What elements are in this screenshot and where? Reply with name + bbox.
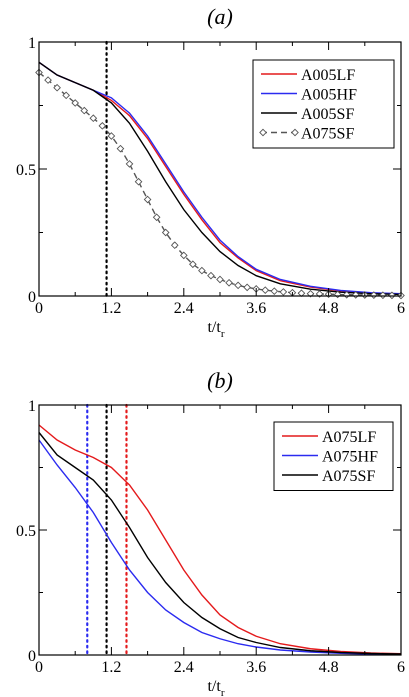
data-point-marker	[170, 241, 179, 250]
x-axis-label-main: t/t	[207, 319, 221, 336]
data-point-marker	[62, 91, 70, 100]
data-point-marker	[107, 132, 116, 140]
x-axis-label-main: t/t	[207, 678, 221, 695]
data-point-marker	[152, 213, 161, 222]
y-tick-label: 0.5	[16, 162, 36, 179]
x-tick-label: 0	[35, 300, 43, 317]
series-line-a075sf	[38, 432, 402, 655]
data-point-marker	[71, 99, 80, 107]
legend-marker	[259, 128, 267, 137]
y-tick-label: 0	[28, 289, 36, 306]
legend-label: A005HF	[301, 87, 357, 104]
x-axis-label-subscript: r	[221, 687, 225, 697]
data-point-marker	[125, 160, 134, 168]
legend-label: A075HF	[322, 449, 378, 466]
data-point-marker	[243, 283, 251, 292]
x-axis-label-subscript: r	[221, 328, 225, 340]
data-point-marker	[44, 76, 52, 84]
data-point-marker	[270, 287, 279, 296]
data-point-marker	[80, 106, 89, 115]
data-point-marker	[225, 278, 233, 287]
data-point-marker	[98, 121, 107, 130]
legend-label: A075SF	[322, 468, 375, 485]
data-point-marker	[89, 114, 98, 123]
data-point-marker	[207, 271, 215, 280]
y-tick-label: 0.5	[16, 523, 36, 540]
data-point-marker	[161, 228, 170, 237]
series-line-a075lf	[38, 424, 402, 655]
legend-label: A075LF	[322, 429, 376, 446]
panel-label: (b)	[207, 368, 233, 393]
data-point-marker	[53, 83, 61, 92]
x-tick-label: 4.8	[319, 300, 339, 317]
x-tick-label: 4.8	[319, 659, 339, 676]
data-point-marker	[370, 291, 378, 299]
panel-b: (b) 0 1.2 2.4 3.6 4.8 6 0 0.5 1 t/tr A075LF A075HF A0…	[16, 368, 405, 697]
x-axis-label: t/tr	[207, 319, 224, 340]
series-line-a005sf	[38, 61, 402, 296]
x-tick-label: 6	[397, 300, 405, 317]
y-tick-label: 1	[28, 35, 36, 52]
x-tick-label: 1.2	[101, 300, 121, 317]
data-point-marker	[234, 281, 242, 290]
legend-box	[273, 421, 394, 491]
data-point-marker	[179, 251, 188, 260]
data-point-marker	[143, 195, 152, 204]
data-point-marker	[279, 288, 288, 296]
y-tick-label: 0	[28, 648, 36, 665]
data-point-marker	[306, 289, 315, 298]
data-point-marker	[134, 177, 143, 186]
x-tick-label: 1.2	[101, 659, 121, 676]
x-tick-label: 2.4	[174, 300, 194, 317]
panel-label: (a)	[207, 4, 233, 29]
x-tick-label: 6	[397, 659, 405, 676]
data-point-marker	[116, 144, 125, 153]
x-axis-label: t/tr	[207, 678, 224, 697]
x-tick-label: 3.6	[246, 300, 266, 317]
x-tick-label: 3.6	[246, 659, 266, 676]
legend-label: A075SF	[301, 126, 354, 143]
data-point-marker	[198, 266, 206, 275]
legend-label: A005LF	[301, 67, 355, 84]
series-line-a075hf	[38, 439, 402, 655]
x-tick-label: 0	[35, 659, 43, 676]
data-point-marker	[379, 291, 387, 300]
legend-marker	[291, 128, 299, 137]
data-point-marker	[261, 286, 270, 294]
data-point-marker	[388, 291, 396, 300]
legend-label: A005SF	[301, 106, 354, 123]
x-tick-label: 2.4	[174, 659, 194, 676]
y-tick-label: 1	[28, 398, 36, 415]
data-point-marker	[189, 260, 197, 269]
panel-a: (a) 0 1.2 2.4 3.6 4.8 6 0 0.5 1 t/tr A005LF A005HF A0…	[16, 4, 405, 340]
data-point-marker	[216, 275, 224, 284]
